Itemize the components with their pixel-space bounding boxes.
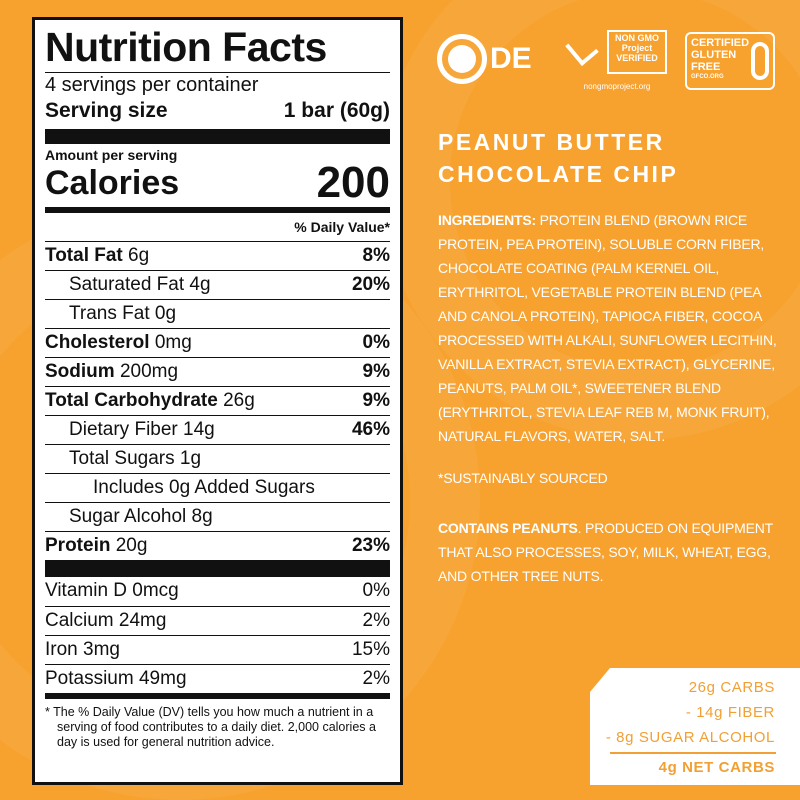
certification-logos: DE NON GMO Project VERIFIED nongmoprojec… bbox=[437, 30, 777, 92]
daily-value: 9% bbox=[362, 390, 390, 411]
gluten-free-text: CERTIFIED GLUTEN FREE bbox=[691, 37, 750, 73]
nutrient-amount: 200mg bbox=[119, 361, 179, 382]
ingredients-label: INGREDIENTS: bbox=[438, 212, 536, 228]
nutrient-row: Total Fat 6g 8% bbox=[45, 241, 390, 270]
nutrient-amount: 26g bbox=[223, 390, 255, 411]
fiber-line: - 14g FIBER bbox=[685, 704, 775, 721]
serving-size-label: Serving size bbox=[45, 99, 168, 122]
nutrient-amount: 20g bbox=[115, 535, 148, 556]
vitamin-name: Potassium 49mg bbox=[45, 668, 187, 689]
nutrient-label: Protein bbox=[45, 535, 111, 556]
nutrient-label: Cholesterol bbox=[45, 332, 150, 353]
thick-divider bbox=[45, 560, 390, 577]
nutrient-name: Total Carbohydrate 26g bbox=[45, 387, 255, 415]
nutrient-name: Includes 0g Added Sugars bbox=[93, 477, 315, 498]
kosher-logo: DE bbox=[437, 34, 532, 84]
daily-value: 8% bbox=[362, 245, 390, 266]
daily-value-header: % Daily Value* bbox=[294, 219, 390, 235]
sugar-alcohol-line: - 8g SUGAR ALCOHOL bbox=[605, 729, 775, 746]
nutrient-name: Trans Fat 0g bbox=[69, 303, 177, 324]
nutrient-label: Total Fat bbox=[45, 245, 123, 266]
nutrient-row: Sugar Alcohol 8g bbox=[45, 502, 390, 531]
allergen-statement: CONTAINS PEANUTS. PRODUCED ON EQUIPMENT … bbox=[438, 516, 783, 588]
vitamin-row: Potassium 49mg 2% bbox=[45, 664, 390, 693]
vitamin-row: Calcium 24mg 2% bbox=[45, 606, 390, 635]
medium-divider bbox=[45, 693, 390, 699]
nutrient-name: Dietary Fiber 14g bbox=[69, 419, 215, 440]
nutrient-name: Sugar Alcohol 8g bbox=[69, 506, 213, 527]
nutrient-row: Cholesterol 0mg 0% bbox=[45, 328, 390, 357]
nutrition-facts-label: Nutrition Facts 4 servings per container… bbox=[32, 17, 403, 785]
carbs-line: 26g CARBS bbox=[688, 679, 775, 696]
medium-divider bbox=[45, 207, 390, 213]
nutrient-name: Saturated Fat 4g bbox=[69, 274, 211, 295]
sustainably-sourced: *SUSTAINABLY SOURCED bbox=[438, 470, 608, 486]
daily-value: 0% bbox=[362, 332, 390, 353]
daily-value: 20% bbox=[351, 274, 390, 295]
gluten-free-logo: CERTIFIED GLUTEN FREE GFCO.ORG bbox=[685, 32, 775, 90]
contains-text: . PRODUCED ON EQUIPMENT THAT ALSO PROCES… bbox=[438, 520, 773, 584]
net-carbs-total: 4g NET CARBS bbox=[658, 759, 775, 776]
ingredients-text: PROTEIN BLEND (BROWN RICE PROTEIN, PEA P… bbox=[438, 212, 777, 444]
nutrient-row: Total Carbohydrate 26g 9% bbox=[45, 386, 390, 415]
calories: Calories 200 bbox=[45, 158, 390, 207]
net-carbs-panel: 26g CARBS - 14g FIBER - 8g SUGAR ALCOHOL… bbox=[590, 668, 800, 785]
nutrient-amount: 6g bbox=[128, 245, 150, 266]
contains-label: CONTAINS PEANUTS bbox=[438, 520, 578, 536]
nutrient-row: Total Sugars 1g bbox=[45, 444, 390, 473]
gluten-g-icon bbox=[751, 42, 769, 80]
ingredients: INGREDIENTS: PROTEIN BLEND (BROWN RICE P… bbox=[438, 208, 783, 448]
non-gmo-url: nongmoproject.org bbox=[583, 82, 651, 91]
nutrient-name: Protein 20g bbox=[45, 532, 147, 560]
nutrition-title: Nutrition Facts bbox=[45, 24, 327, 70]
nutrient-row: Dietary Fiber 14g 46% bbox=[45, 415, 390, 444]
footnote: * The % Daily Value (DV) tells you how m… bbox=[45, 705, 376, 749]
nutrient-name: Total Fat 6g bbox=[45, 242, 149, 270]
non-gmo-logo: NON GMO Project VERIFIED nongmoproject.o… bbox=[565, 30, 667, 92]
product-title-line: PEANUT BUTTER bbox=[438, 129, 665, 155]
daily-value: 2% bbox=[362, 610, 390, 631]
thick-divider bbox=[45, 129, 390, 144]
serving-size: Serving size 1 bar (60g) bbox=[45, 97, 390, 125]
daily-value: 46% bbox=[351, 419, 390, 440]
nutrient-name: Total Sugars 1g bbox=[69, 448, 202, 469]
vitamin-list: Vitamin D 0mcg 0% Calcium 24mg 2% Iron 3mg 15… bbox=[45, 577, 390, 693]
servings-per-container: 4 servings per container bbox=[45, 72, 390, 97]
nutrient-row: Trans Fat 0g bbox=[45, 299, 390, 328]
calories-label: Calories bbox=[45, 164, 180, 202]
net-carbs-divider bbox=[610, 752, 776, 754]
kosher-de: DE bbox=[490, 42, 532, 75]
vitamin-row: Vitamin D 0mcg 0% bbox=[45, 577, 390, 606]
daily-value: 23% bbox=[351, 535, 390, 556]
kosher-u-icon bbox=[437, 34, 487, 84]
nutrient-label: Sodium bbox=[45, 361, 115, 382]
daily-value: 0% bbox=[362, 580, 390, 601]
nutrient-name: Sodium 200mg bbox=[45, 358, 178, 386]
non-gmo-text: NON GMO Project VERIFIED bbox=[607, 30, 667, 74]
daily-value: 2% bbox=[362, 668, 390, 689]
daily-value: 9% bbox=[362, 361, 390, 382]
butterfly-check-icon bbox=[565, 31, 599, 67]
product-info: PEANUT BUTTER CHOCOLATE CHIP INGREDIENTS:… bbox=[438, 126, 783, 588]
nutrient-row: Saturated Fat 4g 20% bbox=[45, 270, 390, 299]
nutrient-row: Sodium 200mg 9% bbox=[45, 357, 390, 386]
vitamin-name: Iron 3mg bbox=[45, 639, 120, 660]
calories-value: 200 bbox=[316, 158, 390, 207]
gluten-url: GFCO.ORG bbox=[691, 74, 724, 80]
nutrient-list: Total Fat 6g 8% Saturated Fat 4g 20% Trans F… bbox=[45, 241, 390, 560]
product-title: PEANUT BUTTER CHOCOLATE CHIP bbox=[438, 126, 783, 190]
amount-per-serving: Amount per serving bbox=[45, 147, 178, 163]
daily-value: 15% bbox=[351, 639, 390, 660]
vitamin-name: Vitamin D 0mcg bbox=[45, 580, 179, 601]
vitamin-row: Iron 3mg 15% bbox=[45, 635, 390, 664]
nutrient-label: Total Carbohydrate bbox=[45, 390, 218, 411]
nutrient-name: Cholesterol 0mg bbox=[45, 329, 192, 357]
serving-size-value: 1 bar (60g) bbox=[283, 99, 390, 122]
product-title-line: CHOCOLATE CHIP bbox=[438, 161, 679, 187]
nutrient-amount: 0mg bbox=[154, 332, 192, 353]
nutrient-row: Protein 20g 23% bbox=[45, 531, 390, 560]
nutrient-row: Includes 0g Added Sugars bbox=[45, 473, 390, 502]
vitamin-name: Calcium 24mg bbox=[45, 610, 167, 631]
